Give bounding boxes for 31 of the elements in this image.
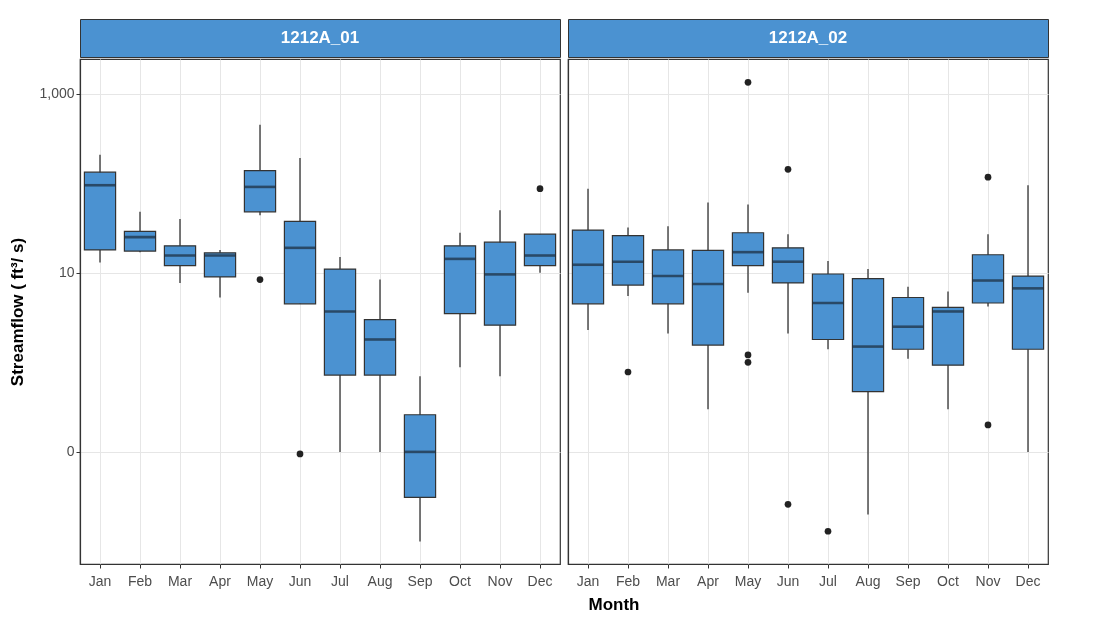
x-tick-label: Aug (367, 572, 393, 589)
x-tick-label: Oct (937, 572, 959, 589)
x-tick-label: Sep (407, 572, 433, 589)
x-tick-label: Dec (527, 572, 553, 589)
y-tick-label: 0 (66, 443, 75, 460)
x-tick-label: Nov (487, 572, 513, 589)
x-tick-label: Mar (655, 572, 681, 589)
x-tick-label: Jan (88, 572, 112, 589)
x-tick-label: Sep (895, 572, 921, 589)
x-tick-label: Jul (819, 572, 837, 589)
x-tick-label: Feb (127, 572, 153, 589)
y-axis-title: Streamflow ( ft³/ s) (8, 237, 28, 387)
y-tick-label: 10 (58, 264, 75, 281)
chart-title: 1212A_02 (768, 28, 848, 47)
x-tick-label: Oct (449, 572, 471, 589)
x-tick-label: Jun (776, 572, 800, 589)
x-tick-label: Feb (615, 572, 641, 589)
x-tick-label: Aug (855, 572, 881, 589)
x-tick-label: Jan (576, 572, 600, 589)
chart-title: 1212A_01 (280, 28, 360, 47)
x-axis-title: Month (587, 595, 641, 615)
x-tick-label: Jul (331, 572, 349, 589)
x-tick-label: Apr (697, 572, 720, 589)
x-tick-label: Mar (167, 572, 193, 589)
x-tick-label: May (734, 572, 762, 589)
x-tick-label: May (246, 572, 274, 589)
x-tick-label: Nov (975, 572, 1001, 589)
x-tick-label: Apr (209, 572, 232, 589)
x-tick-label: Dec (1015, 572, 1041, 589)
x-tick-label: Jun (288, 572, 312, 589)
y-tick-label: 1,000 (39, 85, 75, 102)
